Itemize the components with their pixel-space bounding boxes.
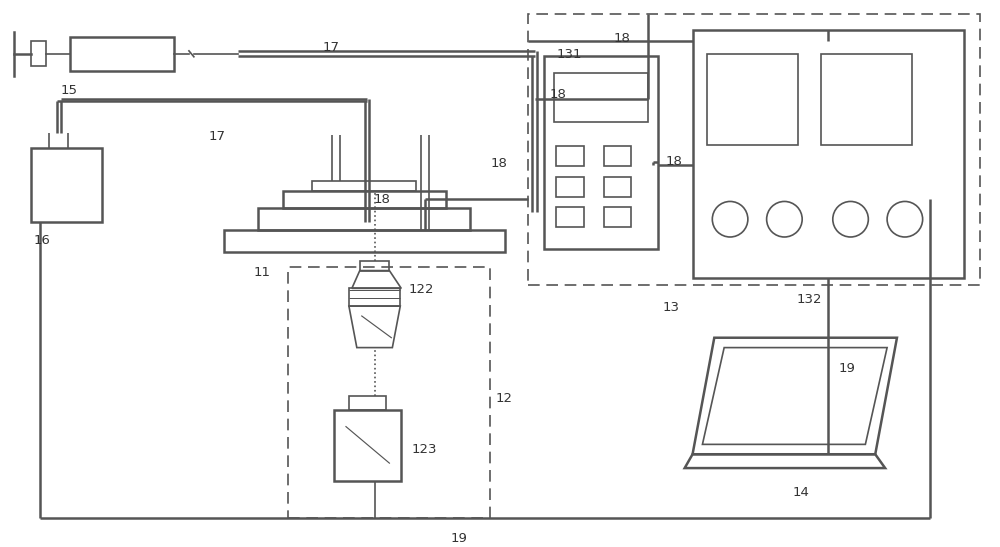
- Bar: [821, 54, 912, 145]
- Text: 122: 122: [408, 283, 434, 296]
- Bar: [604, 207, 631, 227]
- Bar: [334, 410, 401, 481]
- Text: 11: 11: [253, 266, 270, 278]
- Text: 17: 17: [322, 42, 339, 55]
- Text: 13: 13: [663, 301, 680, 314]
- Bar: [554, 73, 648, 123]
- Bar: [360, 261, 389, 271]
- Text: 19: 19: [839, 363, 856, 375]
- Bar: [604, 177, 631, 196]
- Bar: [693, 30, 964, 278]
- Bar: [349, 288, 400, 306]
- Bar: [604, 146, 631, 166]
- Bar: [707, 54, 798, 145]
- Text: 18: 18: [666, 155, 683, 168]
- Bar: [70, 37, 174, 71]
- Bar: [556, 207, 584, 227]
- Text: 18: 18: [374, 193, 390, 206]
- Bar: [556, 146, 584, 166]
- Bar: [349, 396, 386, 410]
- Text: 123: 123: [411, 444, 437, 456]
- Bar: [288, 266, 490, 519]
- Text: 15: 15: [61, 84, 78, 97]
- Text: 131: 131: [556, 48, 582, 61]
- Bar: [31, 148, 102, 222]
- Bar: [31, 42, 46, 66]
- Bar: [528, 14, 980, 286]
- Text: 18: 18: [490, 157, 507, 170]
- Bar: [312, 181, 416, 190]
- Text: 18: 18: [614, 32, 630, 45]
- Bar: [258, 208, 470, 230]
- Text: 12: 12: [495, 392, 512, 405]
- Text: 132: 132: [796, 293, 822, 306]
- Text: 16: 16: [34, 234, 51, 247]
- Bar: [224, 230, 505, 252]
- Bar: [544, 56, 658, 249]
- Bar: [283, 190, 446, 208]
- Text: 19: 19: [451, 532, 468, 545]
- Text: 18: 18: [549, 88, 566, 101]
- Text: 14: 14: [793, 486, 810, 499]
- Text: 17: 17: [209, 130, 226, 143]
- Bar: [556, 177, 584, 196]
